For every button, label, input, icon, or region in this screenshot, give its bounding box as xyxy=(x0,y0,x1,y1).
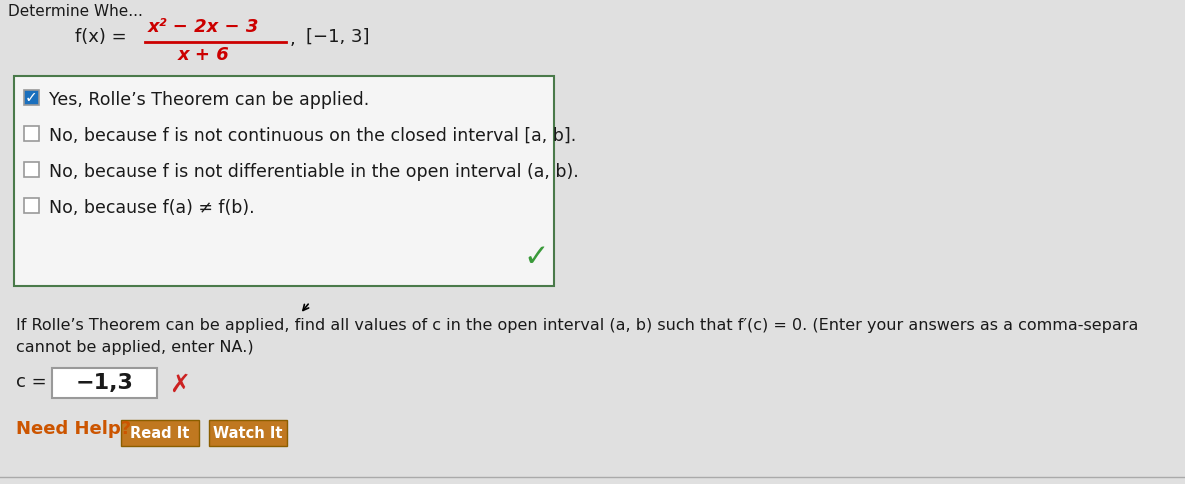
FancyBboxPatch shape xyxy=(24,126,39,141)
Text: x + 6: x + 6 xyxy=(178,46,230,64)
FancyBboxPatch shape xyxy=(14,76,555,286)
Text: No, because f(a) ≠ f(b).: No, because f(a) ≠ f(b). xyxy=(49,199,255,217)
Text: No, because f is not differentiable in the open interval (a, b).: No, because f is not differentiable in t… xyxy=(49,163,578,181)
Text: ✗: ✗ xyxy=(169,373,190,397)
Text: ,: , xyxy=(290,30,296,48)
FancyBboxPatch shape xyxy=(24,162,39,177)
Text: −1,3: −1,3 xyxy=(76,373,134,393)
Text: [−1, 3]: [−1, 3] xyxy=(306,28,370,46)
FancyBboxPatch shape xyxy=(52,368,156,398)
Text: Watch It: Watch It xyxy=(213,425,283,440)
Text: f(x) =: f(x) = xyxy=(75,28,127,46)
Text: If Rolle’s Theorem can be applied, find all values of c in the open interval (a,: If Rolle’s Theorem can be applied, find … xyxy=(17,318,1139,333)
Text: Determine Whe...: Determine Whe... xyxy=(8,4,143,19)
Text: ✓: ✓ xyxy=(25,90,38,105)
FancyBboxPatch shape xyxy=(121,420,199,446)
FancyBboxPatch shape xyxy=(209,420,287,446)
Text: Read It: Read It xyxy=(130,425,190,440)
Text: No, because f is not continuous on the closed interval [a, b].: No, because f is not continuous on the c… xyxy=(49,127,576,145)
Text: Need Help?: Need Help? xyxy=(17,420,132,438)
Text: ✓: ✓ xyxy=(524,243,549,272)
Text: x² − 2x − 3: x² − 2x − 3 xyxy=(148,18,260,36)
Text: cannot be applied, enter NA.): cannot be applied, enter NA.) xyxy=(17,340,254,355)
Text: Yes, Rolle’s Theorem can be applied.: Yes, Rolle’s Theorem can be applied. xyxy=(49,91,370,109)
FancyBboxPatch shape xyxy=(24,90,39,105)
FancyBboxPatch shape xyxy=(24,198,39,213)
Text: c =: c = xyxy=(17,373,46,391)
